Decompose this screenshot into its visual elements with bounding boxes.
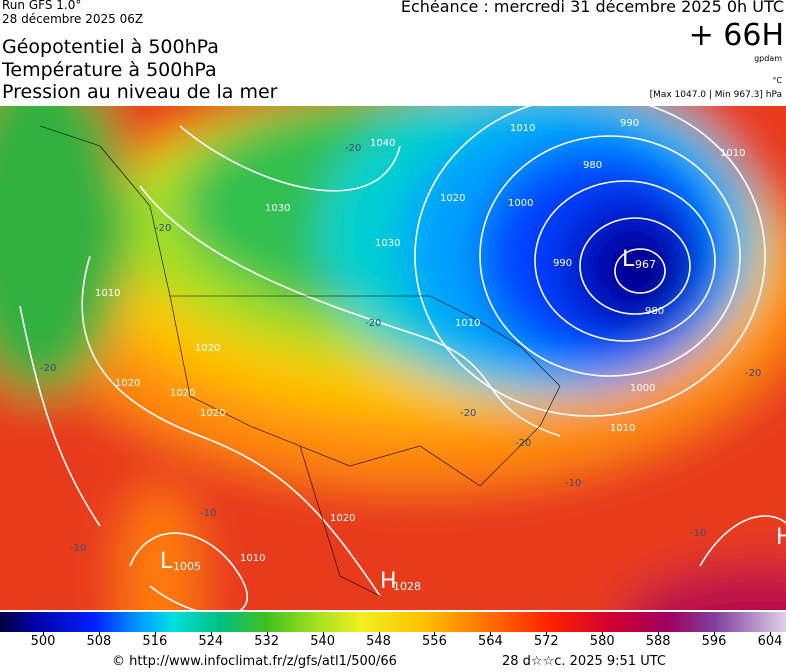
isobar-label: 1010 <box>455 318 480 329</box>
colorbar-tick <box>714 632 716 635</box>
colorbar-label: 604 <box>757 634 783 649</box>
temp-label: -10 <box>565 478 581 489</box>
colorbar-label: 500 <box>30 634 56 649</box>
isobar-label: 1010 <box>610 423 635 434</box>
isobar-label: 1020 <box>170 388 195 399</box>
isobar-label: 1020 <box>195 343 220 354</box>
isobar-label: 1010 <box>95 288 120 299</box>
isobar-label: 990 <box>553 258 572 269</box>
colorbar-tick <box>434 632 436 635</box>
colorbar-tick <box>210 632 212 635</box>
colorbar-tick <box>490 632 492 635</box>
colorbar-label: 564 <box>477 634 503 649</box>
colorbar-label: 524 <box>198 634 224 649</box>
lead-time: + 66H <box>688 18 784 53</box>
isobar-label: 980 <box>583 160 602 171</box>
run-date: 28 décembre 2025 06Z <box>2 12 144 26</box>
colorbar-label: 540 <box>310 634 336 649</box>
isobar-label: 1030 <box>265 203 290 214</box>
center-letter: H <box>776 525 786 550</box>
temp-label: -10 <box>200 508 216 519</box>
temp-label: -20 <box>515 438 531 449</box>
title: Température à 500hPa <box>2 59 217 81</box>
colorbar-tick <box>322 632 324 635</box>
colorbar-label: 596 <box>701 634 727 649</box>
temp-label: -20 <box>40 363 56 374</box>
colorbar-tick <box>546 632 548 635</box>
isobar-label: 1020 <box>200 408 225 419</box>
colorbar-label: 548 <box>366 634 391 649</box>
temp-label: -10 <box>70 543 86 554</box>
colorbar-label: 572 <box>533 634 559 649</box>
center-letter: L <box>622 247 635 272</box>
isobar-label: 1020 <box>440 193 465 204</box>
source: © http://www.infoclimat.fr/z/gfs/atl1/50… <box>112 654 397 669</box>
colorbar-tick <box>43 632 44 635</box>
temp-label: -20 <box>365 318 381 329</box>
footer-date: 28 d☆☆c. 2025 9:51 UTC <box>502 654 666 669</box>
title: Pression au niveau de la mer <box>2 81 278 103</box>
colorbar-tick <box>770 632 771 635</box>
temp-label: -10 <box>690 528 706 539</box>
isobar-label: 990 <box>620 118 639 129</box>
center-value: 1028 <box>393 580 421 593</box>
isobar-label: 1040 <box>370 138 395 149</box>
colorbar-tick <box>98 632 100 635</box>
colorbar-label: 588 <box>645 634 671 649</box>
isobar-label: 1010 <box>240 553 265 564</box>
run: Run GFS 1.0° <box>2 0 82 12</box>
colorbar-label: 508 <box>86 634 112 649</box>
colorbar-tick <box>602 632 604 635</box>
center-value: 1005 <box>173 560 201 573</box>
temp-label: -20 <box>745 368 761 379</box>
colorbar-tick <box>378 632 380 635</box>
colorbar-tick <box>266 632 268 635</box>
colorbar <box>0 612 786 632</box>
pressure-range: [Max 1047.0 | Min 967.3] hPa <box>649 90 782 100</box>
isobar-label: 1030 <box>375 238 400 249</box>
colorbar-tick <box>154 632 156 635</box>
isobar-label: 1000 <box>508 198 533 209</box>
unit-gpdam: gpdam <box>754 54 782 63</box>
colorbar-tick <box>658 632 660 635</box>
colorbar-label: 516 <box>142 634 168 649</box>
center-letter: L <box>160 549 173 574</box>
isobar-label: 1000 <box>630 383 655 394</box>
temp-label: -20 <box>155 223 171 234</box>
isobar-label: 1010 <box>720 148 745 159</box>
isobar-label: 1020 <box>115 378 140 389</box>
colorbar-label: 580 <box>589 634 615 649</box>
colorbar-label: 556 <box>422 634 447 649</box>
isobar-label: 1010 <box>510 123 535 134</box>
temp-label: -20 <box>460 408 476 419</box>
temp-label: -20 <box>345 143 361 154</box>
colorbar-label: 532 <box>254 634 280 649</box>
unit-temp: °C <box>772 76 782 85</box>
isobar-label: 980 <box>645 306 664 317</box>
center-value: 967 <box>635 258 656 271</box>
echeance: Echéance : mercredi 31 décembre 2025 0h … <box>400 0 784 16</box>
title: Géopotentiel à 500hPa <box>2 36 219 58</box>
center-letter: H <box>380 569 397 594</box>
isobar-label: 1020 <box>330 513 355 524</box>
